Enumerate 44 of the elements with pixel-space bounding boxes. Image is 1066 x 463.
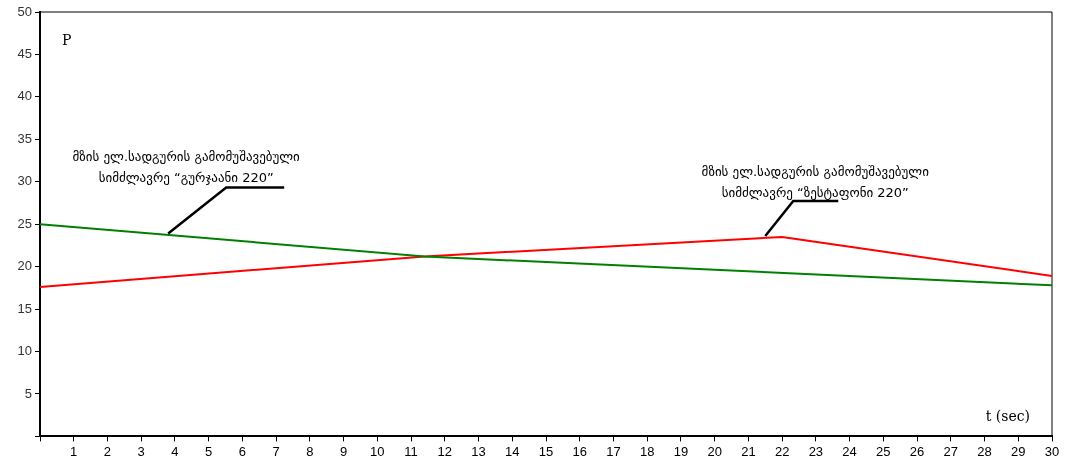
x-tick-label: 8 bbox=[306, 443, 314, 459]
x-tick-label: 23 bbox=[808, 443, 824, 459]
x-tick-label: 27 bbox=[943, 443, 959, 459]
x-tick-label: 30 bbox=[1044, 443, 1060, 459]
y-tick-label: 25 bbox=[17, 215, 32, 231]
y-tick-label: 5 bbox=[24, 385, 32, 401]
x-tick-label: 7 bbox=[272, 443, 280, 459]
x-tick-label: 11 bbox=[404, 443, 418, 459]
annotation: მზის ელ.სადგურის გამომუშავებული სიმძლავრე “ზესტაფონი 220” bbox=[701, 163, 930, 200]
x-tick-label: 9 bbox=[339, 443, 348, 459]
x-tick-label: 26 bbox=[909, 443, 925, 459]
y-axis-title: P bbox=[62, 31, 72, 48]
y-tick-label: 35 bbox=[17, 130, 32, 146]
x-tick-label: 15 bbox=[538, 443, 554, 459]
x-tick-label: 3 bbox=[137, 443, 145, 459]
y-tick-label: 15 bbox=[17, 300, 32, 316]
x-tick-label: 1 bbox=[70, 443, 78, 459]
annotation: მზის ელ.სადგურის გამომუშავებული სიმძლავრე “გურჯაანი 220” bbox=[72, 149, 301, 186]
x-tick-label: 17 bbox=[606, 443, 621, 459]
x-tick-label: 4 bbox=[171, 443, 179, 459]
x-tick-label: 21 bbox=[741, 443, 756, 459]
x-tick-label: 18 bbox=[639, 443, 655, 459]
x-tick-label: 10 bbox=[370, 443, 385, 459]
x-tick-label: 5 bbox=[205, 443, 213, 459]
x-tick-label: 6 bbox=[238, 443, 247, 459]
x-tick-label: 19 bbox=[673, 443, 689, 459]
x-tick-label: 20 bbox=[707, 443, 722, 459]
y-tick-label: 10 bbox=[17, 343, 32, 359]
y-tick-label: 30 bbox=[17, 173, 32, 189]
y-tick-label: 45 bbox=[17, 46, 32, 62]
y-tick-label: 20 bbox=[17, 258, 32, 274]
x-tick-label: 22 bbox=[774, 443, 790, 459]
x-tick-label: 25 bbox=[876, 443, 891, 459]
x-tick-label: 2 bbox=[103, 443, 112, 459]
x-tick-label: 16 bbox=[572, 443, 587, 459]
x-tick-label: 12 bbox=[437, 443, 453, 459]
y-tick-label: 40 bbox=[17, 88, 32, 104]
x-axis-title: t (sec) bbox=[985, 408, 1030, 425]
x-tick-label: 28 bbox=[977, 443, 992, 459]
x-tick-label: 29 bbox=[1011, 443, 1026, 459]
x-tick-label: 14 bbox=[505, 443, 520, 459]
x-tick-label: 24 bbox=[842, 443, 857, 459]
y-tick-label: 50 bbox=[17, 3, 32, 19]
x-tick-label: 13 bbox=[471, 443, 486, 459]
